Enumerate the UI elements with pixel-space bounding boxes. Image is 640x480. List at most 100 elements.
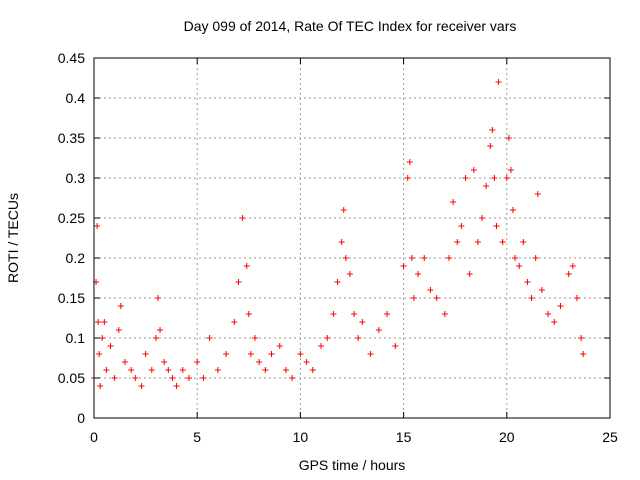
data-point	[179, 367, 186, 373]
y-tick-label: 0.4	[66, 90, 86, 106]
data-point	[569, 263, 576, 269]
data-point	[495, 79, 502, 85]
data-point	[516, 263, 523, 269]
data-point	[505, 135, 512, 141]
data-point	[408, 255, 415, 261]
data-point	[223, 351, 230, 357]
data-point	[282, 367, 289, 373]
data-point	[503, 175, 510, 181]
data-point	[330, 311, 337, 317]
data-point	[128, 367, 135, 373]
data-point	[578, 335, 585, 341]
data-point	[410, 295, 417, 301]
data-point	[334, 279, 341, 285]
data-point	[297, 351, 304, 357]
data-point	[404, 175, 411, 181]
y-tick-label: 0.2	[66, 250, 86, 266]
data-point	[487, 143, 494, 149]
data-point	[489, 127, 496, 133]
data-point	[138, 383, 145, 389]
data-point	[200, 375, 207, 381]
y-tick-label: 0.3	[66, 170, 86, 186]
data-point	[415, 271, 422, 277]
x-tick-label: 0	[90, 429, 98, 445]
data-point	[392, 343, 399, 349]
data-point	[289, 375, 296, 381]
data-point	[107, 343, 114, 349]
data-point	[121, 359, 128, 365]
data-point	[95, 319, 102, 325]
data-point	[262, 367, 269, 373]
data-point	[154, 295, 161, 301]
data-point	[194, 359, 201, 365]
data-point	[479, 215, 486, 221]
data-point	[245, 311, 252, 317]
data-point	[509, 207, 516, 213]
data-point	[206, 335, 213, 341]
data-point	[268, 351, 275, 357]
data-point	[152, 335, 159, 341]
data-point	[185, 375, 192, 381]
data-point	[400, 263, 407, 269]
data-point	[446, 255, 453, 261]
data-point	[433, 295, 440, 301]
data-point	[142, 351, 149, 357]
data-point	[303, 359, 310, 365]
data-point	[338, 239, 345, 245]
data-point	[96, 351, 103, 357]
data-point	[132, 375, 139, 381]
data-point	[359, 319, 366, 325]
y-tick-labels: 0 0.05 0.1 0.15 0.2 0.25 0.3 0.35 0.4 0.45	[58, 50, 85, 426]
data-point	[470, 167, 477, 173]
plot-frame	[93, 57, 611, 419]
data-point	[309, 367, 316, 373]
data-point	[406, 159, 413, 165]
y-tick-label: 0	[77, 410, 85, 426]
data-point	[520, 239, 527, 245]
data-point	[507, 167, 514, 173]
data-point	[161, 359, 168, 365]
data-point	[474, 239, 481, 245]
data-point	[239, 215, 246, 221]
data-point	[538, 287, 545, 293]
chart-title: Day 099 of 2014, Rate Of TEC Index for r…	[184, 18, 517, 34]
data-point	[466, 271, 473, 277]
data-point	[545, 311, 552, 317]
data-point	[256, 359, 263, 365]
data-point	[450, 199, 457, 205]
data-point	[342, 255, 349, 261]
data-point	[454, 239, 461, 245]
data-point	[367, 351, 374, 357]
y-tick-label: 0.15	[58, 290, 85, 306]
x-tick-label: 20	[499, 429, 515, 445]
x-tick-label: 10	[293, 429, 309, 445]
data-point	[115, 327, 122, 333]
x-tick-label: 15	[396, 429, 412, 445]
data-point	[491, 175, 498, 181]
data-point	[551, 319, 558, 325]
data-point	[173, 383, 180, 389]
data-point	[441, 311, 448, 317]
data-point	[165, 367, 172, 373]
data-point	[565, 271, 572, 277]
data-point	[169, 375, 176, 381]
data-point	[235, 279, 242, 285]
data-point	[462, 175, 469, 181]
data-point	[340, 207, 347, 213]
data-point	[421, 255, 428, 261]
data-point	[512, 255, 519, 261]
data-point	[493, 223, 500, 229]
x-tick-label: 5	[193, 429, 201, 445]
data-point	[458, 223, 465, 229]
data-point	[148, 367, 155, 373]
data-point	[557, 303, 564, 309]
data-point	[103, 367, 110, 373]
data-point	[231, 319, 238, 325]
data-point	[251, 335, 258, 341]
data-point	[346, 271, 353, 277]
data-point	[573, 295, 580, 301]
data-point	[318, 343, 325, 349]
data-point	[214, 367, 221, 373]
data-point	[117, 303, 124, 309]
